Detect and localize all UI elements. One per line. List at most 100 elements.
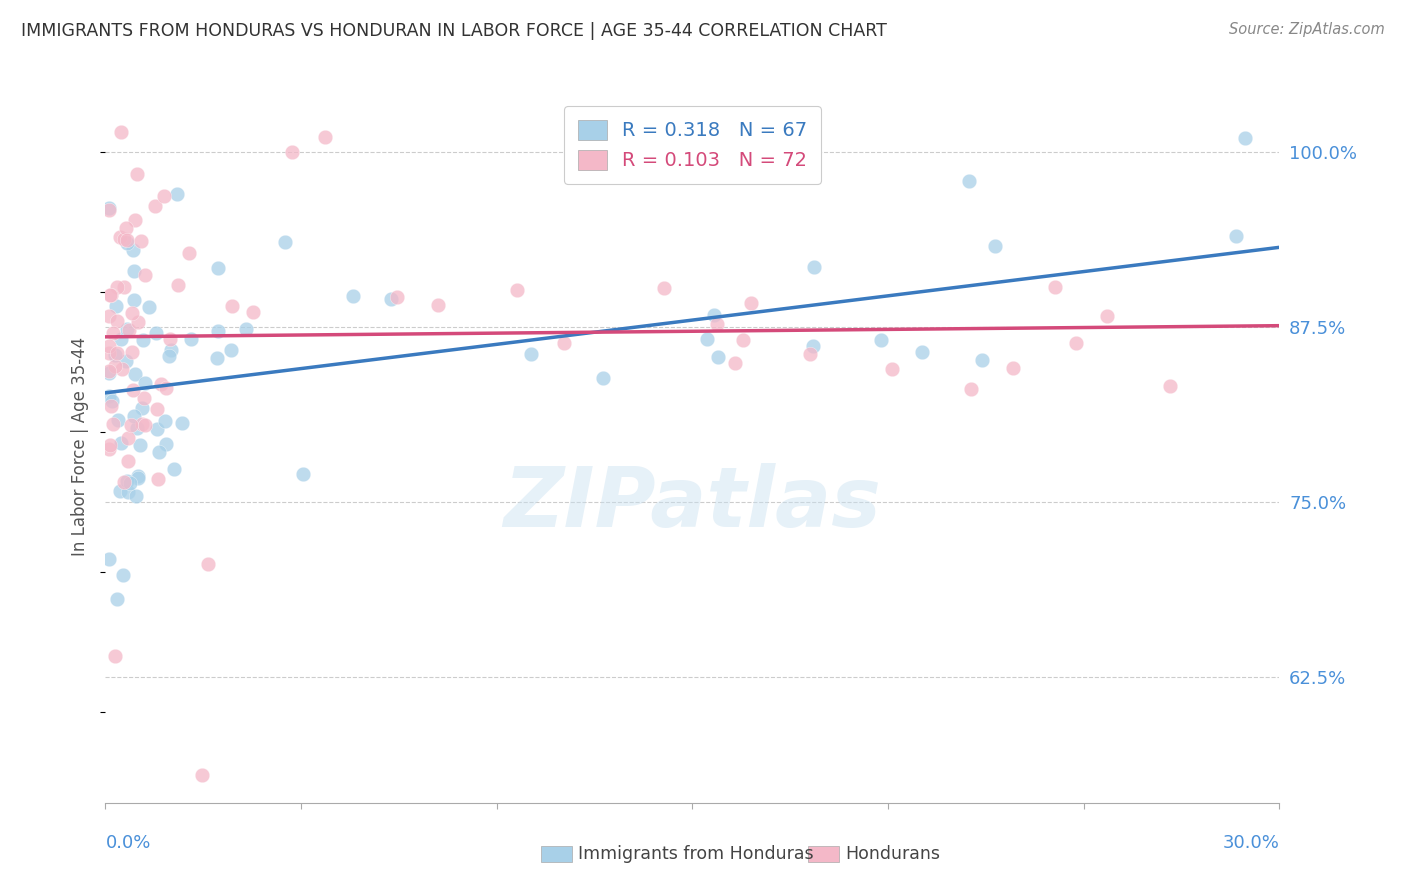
Point: [235, 322, 257, 336]
Point: [207, 261, 229, 276]
Point: [98, 345, 121, 359]
Point: [110, 435, 132, 450]
Point: [112, 232, 135, 246]
Point: [117, 235, 139, 250]
Point: [153, 189, 176, 203]
Point: [880, 362, 903, 376]
Point: [1234, 131, 1257, 145]
Point: [1159, 379, 1181, 393]
Point: [706, 317, 728, 331]
Point: [740, 296, 762, 310]
Point: [101, 417, 124, 431]
Point: [159, 332, 181, 346]
Point: [115, 474, 138, 488]
Point: [145, 326, 167, 340]
Point: [127, 471, 149, 485]
Point: [107, 413, 129, 427]
Point: [132, 391, 155, 405]
Point: [148, 445, 170, 459]
Point: [972, 352, 994, 367]
Point: [291, 467, 314, 481]
Point: [380, 292, 402, 306]
Text: ZIPatlas: ZIPatlas: [503, 463, 882, 543]
Point: [190, 768, 212, 782]
Point: [197, 557, 219, 571]
Point: [114, 220, 136, 235]
Point: [127, 421, 149, 435]
Point: [124, 212, 146, 227]
Point: [163, 462, 186, 476]
Point: [703, 308, 725, 322]
Point: [132, 333, 155, 347]
Point: [120, 476, 142, 491]
Point: [105, 299, 128, 313]
Point: [1095, 310, 1118, 324]
Point: [110, 332, 132, 346]
Point: [115, 354, 138, 368]
Point: [98, 339, 121, 353]
Point: [153, 414, 176, 428]
Point: [108, 230, 131, 244]
Point: [146, 421, 169, 435]
Point: [112, 475, 135, 490]
Point: [724, 356, 747, 370]
Point: [98, 389, 121, 403]
Point: [1001, 361, 1024, 376]
Point: [98, 364, 121, 378]
Point: [121, 345, 143, 359]
Point: [98, 437, 121, 451]
Point: [115, 322, 138, 336]
Point: [112, 567, 135, 582]
Point: [127, 167, 149, 181]
Point: [98, 309, 121, 323]
Point: [960, 382, 983, 396]
Point: [131, 401, 153, 415]
Point: [127, 315, 149, 329]
Point: [281, 145, 304, 160]
Point: [122, 383, 145, 397]
Point: [799, 347, 821, 361]
Text: Hondurans: Hondurans: [845, 845, 941, 863]
Point: [110, 125, 132, 139]
Point: [122, 264, 145, 278]
Point: [134, 376, 156, 390]
Point: [733, 333, 755, 347]
Point: [138, 301, 160, 315]
Point: [242, 304, 264, 318]
Point: [146, 472, 169, 486]
Point: [592, 371, 614, 385]
Point: [553, 336, 575, 351]
Point: [104, 359, 127, 374]
Point: [111, 362, 134, 376]
Point: [506, 283, 529, 297]
Point: [107, 313, 129, 327]
Point: [157, 349, 180, 363]
Point: [105, 279, 128, 293]
Point: [803, 260, 825, 275]
Point: [150, 376, 173, 391]
Text: 0.0%: 0.0%: [105, 834, 150, 852]
Point: [1225, 228, 1247, 243]
Point: [117, 432, 139, 446]
Point: [103, 326, 125, 340]
Point: [314, 129, 336, 144]
Point: [170, 416, 193, 430]
Point: [98, 288, 121, 302]
Point: [146, 402, 169, 417]
Point: [100, 399, 122, 413]
Point: [385, 290, 408, 304]
Point: [180, 332, 202, 346]
Point: [98, 202, 121, 217]
Point: [105, 345, 128, 359]
Point: [121, 243, 143, 257]
Point: [870, 333, 893, 347]
Point: [134, 268, 156, 282]
Point: [801, 339, 824, 353]
Point: [101, 394, 124, 409]
Point: [957, 174, 980, 188]
Point: [98, 552, 121, 566]
Point: [179, 245, 201, 260]
Y-axis label: In Labor Force | Age 35-44: In Labor Force | Age 35-44: [72, 336, 90, 556]
Point: [98, 442, 121, 457]
Point: [520, 347, 543, 361]
